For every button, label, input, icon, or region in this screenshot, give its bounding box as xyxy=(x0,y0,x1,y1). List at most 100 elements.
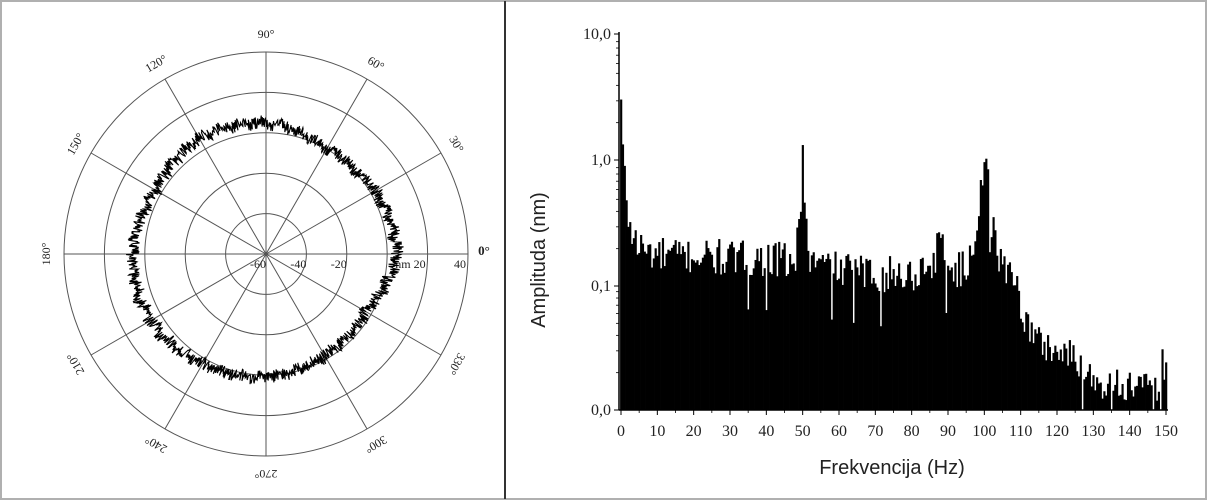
polar-angle-label: 180° xyxy=(39,242,53,265)
spectrum-bar xyxy=(868,259,872,410)
spectrum-bar xyxy=(714,273,717,410)
spectrum-bar xyxy=(1003,256,1006,410)
spectrum-bar xyxy=(738,250,741,410)
spectrum-bar xyxy=(850,269,853,410)
spectrum-bar xyxy=(1061,361,1064,410)
spectrum-bar xyxy=(720,274,723,410)
spectrum-bar xyxy=(1008,262,1012,410)
spectrum-bar xyxy=(1156,400,1159,410)
spectrum-bar xyxy=(1059,349,1062,410)
spectrum-bar xyxy=(1043,341,1046,410)
polar-spoke-1 xyxy=(265,152,442,255)
spectrum-bar xyxy=(983,162,986,410)
x-tick-label: 100 xyxy=(972,423,996,440)
spectrum-bar xyxy=(888,256,892,410)
x-tick-label: 130 xyxy=(1081,423,1105,440)
polar-radial-label: 40 xyxy=(454,257,466,271)
spectrum-bar xyxy=(640,234,643,410)
spectrum-bar xyxy=(1112,390,1115,410)
spectrum-bar xyxy=(1161,349,1164,410)
spectrum-bar xyxy=(678,241,681,410)
spectrum-bar xyxy=(1014,285,1017,410)
spectrum-bar xyxy=(974,241,977,410)
spectrum-bar xyxy=(948,270,952,410)
x-tick-label: 20 xyxy=(686,423,702,440)
spectrum-bar xyxy=(1047,335,1050,410)
spectrum-bar xyxy=(899,278,903,410)
spectrum-bar xyxy=(672,244,675,410)
spectrum-bar xyxy=(829,259,832,410)
spectrum-bar xyxy=(661,238,665,410)
spectrum-bar xyxy=(1150,385,1153,410)
spectrum-bar xyxy=(959,286,962,410)
polar-spoke-4 xyxy=(164,78,267,255)
spectrum-bar xyxy=(732,247,735,410)
spectrum-bar xyxy=(918,285,921,410)
spectrum-bar xyxy=(756,248,759,410)
spectrum-bar xyxy=(987,169,990,410)
spectrum-bar xyxy=(712,267,715,410)
spectrum-bar xyxy=(803,202,806,410)
spectrum-bar xyxy=(1134,386,1137,410)
spectrum-bar xyxy=(925,271,928,410)
spectrum-bar xyxy=(838,278,841,410)
spectrum-bar xyxy=(650,267,654,410)
spectrum-bar xyxy=(1086,371,1090,410)
spectrum-bar xyxy=(894,285,897,410)
x-tick-label: 120 xyxy=(1045,423,1069,440)
spectrum-bar xyxy=(1090,386,1093,410)
spectrum-bar xyxy=(1025,312,1028,410)
spectrum-bar xyxy=(1105,395,1108,410)
spectrum-bar xyxy=(660,268,663,410)
spectrum-bar xyxy=(941,234,944,410)
spectrum-bar xyxy=(761,275,764,410)
y-tick-label: 1,0 xyxy=(591,152,611,169)
spectrum-bar xyxy=(928,265,932,410)
spectrum-bar xyxy=(854,259,857,410)
polar-series xyxy=(126,115,404,385)
spectrum-bar xyxy=(790,264,794,410)
spectrum-y-ticks: 0,0 0,1 1,0 10,0 xyxy=(583,26,619,419)
spectrum-bar xyxy=(1056,351,1059,410)
spectrum-bar xyxy=(1074,361,1077,410)
spectrum-bar xyxy=(967,275,970,410)
spectrum-bar xyxy=(1012,285,1015,410)
spectrum-bar xyxy=(883,292,886,410)
spectrum-bar xyxy=(700,262,703,410)
spectrum-bar xyxy=(783,243,786,410)
spectrum-bar xyxy=(810,255,814,410)
spectrum-bar xyxy=(1101,398,1104,410)
spectrum-bar xyxy=(1034,329,1037,410)
spectrum-bar xyxy=(932,252,935,410)
spectrum-bar xyxy=(878,290,881,410)
spectrum-bar xyxy=(999,248,1002,410)
spectrum-bar xyxy=(1016,276,1019,410)
spectrum-bar xyxy=(649,244,652,410)
polar-spoke-2 xyxy=(265,78,368,255)
spectrum-bar xyxy=(1010,272,1013,410)
spectrum-bar xyxy=(1141,387,1144,410)
spectrum-bar xyxy=(798,219,801,410)
spectrum-bar xyxy=(910,280,913,410)
spectrum-bar xyxy=(812,252,815,410)
polar-radial-labels: -60 -40 -20 20 40 nm xyxy=(250,257,466,271)
spectrum-bar xyxy=(1077,376,1081,410)
spectrum-bar xyxy=(1072,345,1075,410)
spectrum-bar xyxy=(988,252,992,410)
spectrum-bar xyxy=(749,274,752,410)
spectrum-bar xyxy=(801,145,804,410)
spectrum-bar xyxy=(687,241,690,410)
spectrum-bar xyxy=(834,251,837,410)
x-tick-label: 50 xyxy=(795,423,811,440)
y-axis-label: Amplituda (nm) xyxy=(528,192,550,328)
spectrum-bar xyxy=(1023,331,1026,410)
spectrum-bar xyxy=(881,267,884,410)
spectrum-bar xyxy=(1099,382,1102,410)
spectrum-bar xyxy=(1130,390,1133,410)
spectrum-bar xyxy=(839,259,843,410)
spectrum-bar xyxy=(968,245,972,410)
spectrum-bar xyxy=(703,254,706,410)
spectrum-bar xyxy=(858,275,861,410)
spectrum-bar xyxy=(1070,361,1073,410)
